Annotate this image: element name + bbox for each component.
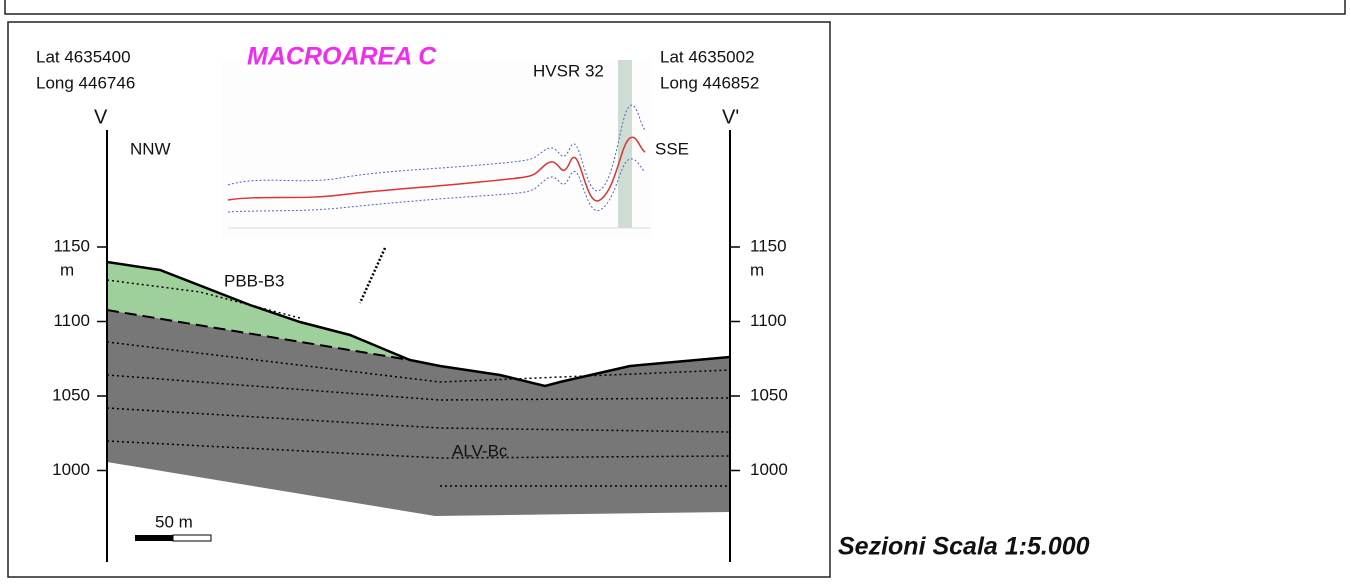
tick-label: 1000 <box>52 460 90 479</box>
right-direction: SSE <box>655 139 689 158</box>
left-lat: Lat 4635400 <box>36 47 131 66</box>
section-title: MACROAREA C <box>247 43 437 71</box>
unit-label: ALV-Bc <box>452 441 508 460</box>
left-direction: NNW <box>130 139 171 158</box>
left-label: V <box>94 106 108 128</box>
tick-label: 1050 <box>52 385 90 404</box>
left-long: Long 446746 <box>36 73 135 92</box>
tick-label: 1150 <box>750 236 787 255</box>
scale-bar-dark <box>135 535 173 541</box>
inset-bg <box>222 60 652 238</box>
right-long: Long 446852 <box>660 73 759 92</box>
tick-label: 1150 <box>53 236 90 255</box>
unit-label: PBB-B3 <box>224 271 284 290</box>
tick-label: 1050 <box>750 385 788 404</box>
top-box <box>5 0 1345 14</box>
tick-label: 1100 <box>750 311 787 330</box>
scale-bar-label: 50 m <box>155 512 193 531</box>
page: Lat 4635400 Long 446746 V NNW MACROAREA … <box>0 0 1351 587</box>
elevation-unit: m <box>750 260 764 279</box>
right-label: V' <box>722 106 739 128</box>
hvsr-inset <box>222 60 652 238</box>
tick-label: 1100 <box>53 311 90 330</box>
tick-label: 1000 <box>750 460 788 479</box>
elevation-unit: m <box>60 260 74 279</box>
scale-bar-light <box>173 535 211 541</box>
caption: Sezioni Scala 1:5.000 <box>838 533 1090 561</box>
right-lat: Lat 4635002 <box>660 47 755 66</box>
hvsr-label: HVSR 32 <box>533 61 604 80</box>
